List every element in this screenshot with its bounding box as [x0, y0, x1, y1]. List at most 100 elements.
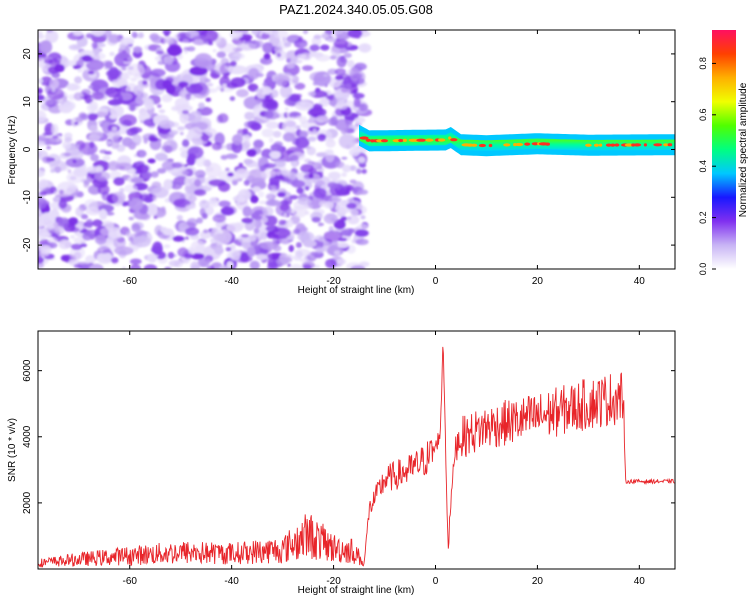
- noise-blob: [139, 151, 147, 157]
- y-tick-label: -10: [22, 190, 33, 205]
- noise-blob: [95, 165, 104, 173]
- noise-blob: [291, 160, 298, 169]
- noise-blob: [302, 65, 314, 71]
- noise-blob: [353, 145, 361, 151]
- noise-blob: [309, 44, 320, 52]
- noise-blob: [58, 199, 67, 209]
- noise-blob: [331, 197, 339, 202]
- noise-blob: [254, 98, 262, 104]
- noise-blob: [336, 258, 347, 265]
- noise-blob: [77, 68, 83, 73]
- noise-blob: [152, 241, 163, 255]
- noise-blob: [81, 89, 91, 96]
- noise-blob: [133, 46, 143, 53]
- noise-blob: [151, 186, 169, 198]
- noise-blob: [49, 78, 60, 89]
- noise-blob: [311, 216, 321, 223]
- noise-blob: [91, 41, 98, 49]
- snr-y-ticks: 2000 4000 6000: [22, 359, 675, 514]
- noise-blob: [238, 162, 243, 167]
- noise-blob: [198, 102, 205, 109]
- noise-blob: [307, 161, 315, 165]
- noise-blob: [252, 186, 261, 193]
- signal-core: [605, 143, 612, 147]
- signal-core: [614, 143, 620, 147]
- noise-blob: [331, 30, 344, 35]
- noise-blob: [168, 131, 177, 136]
- noise-blob: [150, 68, 166, 77]
- noise-blob: [190, 264, 201, 269]
- noise-blob: [244, 111, 255, 121]
- noise-blob: [279, 84, 293, 99]
- noise-blob: [262, 206, 274, 216]
- noise-blob: [162, 140, 178, 152]
- noise-blob: [202, 259, 211, 265]
- noise-blob: [148, 134, 156, 142]
- snr-x-ticks: -60 -40 -20 0 20 40: [123, 331, 645, 587]
- noise-blob: [242, 206, 252, 217]
- noise-blob: [329, 55, 337, 60]
- noise-blob: [193, 189, 207, 196]
- noise-blob: [166, 45, 183, 57]
- noise-blob: [76, 59, 84, 68]
- noise-blob: [160, 206, 166, 213]
- noise-blob: [143, 264, 158, 269]
- noise-blob: [333, 250, 341, 256]
- colorbar-tick-label: 0.2: [698, 211, 708, 224]
- noise-blob: [291, 112, 298, 118]
- colorbar-tick-label: 0.6: [698, 109, 708, 122]
- noise-blob: [144, 196, 154, 204]
- noise-blob: [250, 122, 262, 131]
- noise-blob: [127, 57, 133, 61]
- noise-blob: [100, 227, 114, 237]
- noise-blob: [271, 89, 279, 98]
- noise-blob: [70, 235, 76, 239]
- noise-blob: [343, 52, 352, 59]
- noise-blob: [97, 246, 111, 254]
- spectrogram-y-ticks: -20 -10 0 10 20: [22, 48, 675, 252]
- noise-blob: [128, 216, 135, 221]
- noise-blob: [299, 116, 308, 124]
- noise-blob: [38, 140, 46, 147]
- noise-blob: [265, 193, 273, 201]
- noise-blob: [171, 162, 183, 169]
- signal-core: [593, 143, 600, 147]
- noise-blob: [199, 230, 212, 239]
- noise-blob: [284, 107, 289, 111]
- spectrogram-noise-layer: [38, 30, 373, 269]
- noise-blob: [212, 214, 226, 223]
- x-tick-label: -20: [326, 576, 341, 587]
- noise-blob: [135, 95, 148, 105]
- x-tick-label: -60: [123, 276, 138, 287]
- noise-blob: [205, 166, 214, 172]
- noise-blob: [99, 209, 108, 220]
- noise-blob: [257, 191, 265, 198]
- noise-blob: [113, 177, 125, 186]
- noise-blob: [302, 30, 309, 34]
- noise-blob: [209, 197, 218, 205]
- noise-blob: [286, 62, 295, 69]
- noise-blob: [94, 171, 111, 182]
- noise-blob: [38, 256, 44, 264]
- noise-blob: [283, 212, 288, 218]
- x-tick-label: -60: [123, 576, 138, 587]
- noise-blob: [296, 54, 308, 59]
- noise-blob: [238, 196, 246, 203]
- signal-core: [503, 143, 511, 147]
- signal-core: [471, 143, 478, 147]
- noise-blob: [300, 163, 314, 174]
- noise-blob: [49, 160, 67, 172]
- noise-blob: [241, 217, 254, 224]
- noise-blob: [236, 32, 241, 37]
- noise-blob: [340, 58, 348, 64]
- signal-core: [365, 138, 371, 142]
- noise-blob: [349, 148, 360, 157]
- noise-blob: [156, 168, 167, 174]
- y-tick-label: 10: [22, 96, 33, 108]
- noise-blob: [208, 41, 214, 46]
- noise-blob: [255, 73, 264, 78]
- noise-blob: [296, 187, 304, 194]
- colorbar-tick-label: 0.0: [698, 263, 708, 276]
- noise-blob: [330, 46, 341, 56]
- noise-blob: [319, 237, 324, 240]
